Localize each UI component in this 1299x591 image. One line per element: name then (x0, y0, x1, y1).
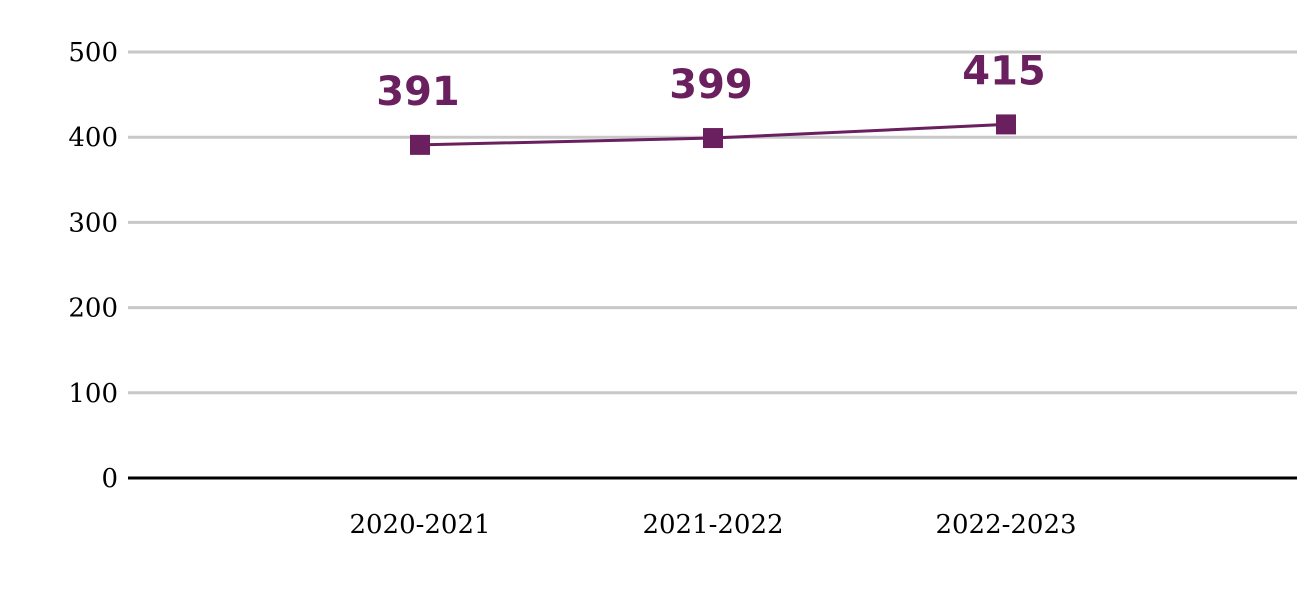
y-tick-label: 100 (68, 379, 118, 409)
y-tick-label: 500 (68, 38, 118, 68)
x-tick-label: 2020-2021 (349, 510, 490, 540)
data-point-marker (996, 114, 1016, 135)
data-label: 391 (376, 69, 460, 115)
data-label: 399 (669, 62, 753, 108)
x-tick-label: 2022-2023 (935, 510, 1076, 540)
y-tick-label: 400 (68, 123, 118, 153)
y-tick-label: 300 (68, 208, 118, 238)
x-tick-label: 2021-2022 (642, 510, 783, 540)
series-line-group (410, 114, 1016, 155)
data-labels: 391 399 415 (376, 48, 1046, 114)
data-point-marker (703, 128, 723, 149)
gridlines (128, 50, 1297, 395)
x-axis-tick-labels: 2020-2021 2021-2022 2022-2023 (349, 510, 1076, 540)
y-axis-tick-labels: 0 100 200 300 400 500 (68, 38, 118, 494)
data-point-marker (410, 134, 430, 155)
y-tick-label: 200 (68, 294, 118, 324)
data-label: 415 (962, 48, 1046, 94)
y-tick-label: 0 (101, 464, 118, 494)
